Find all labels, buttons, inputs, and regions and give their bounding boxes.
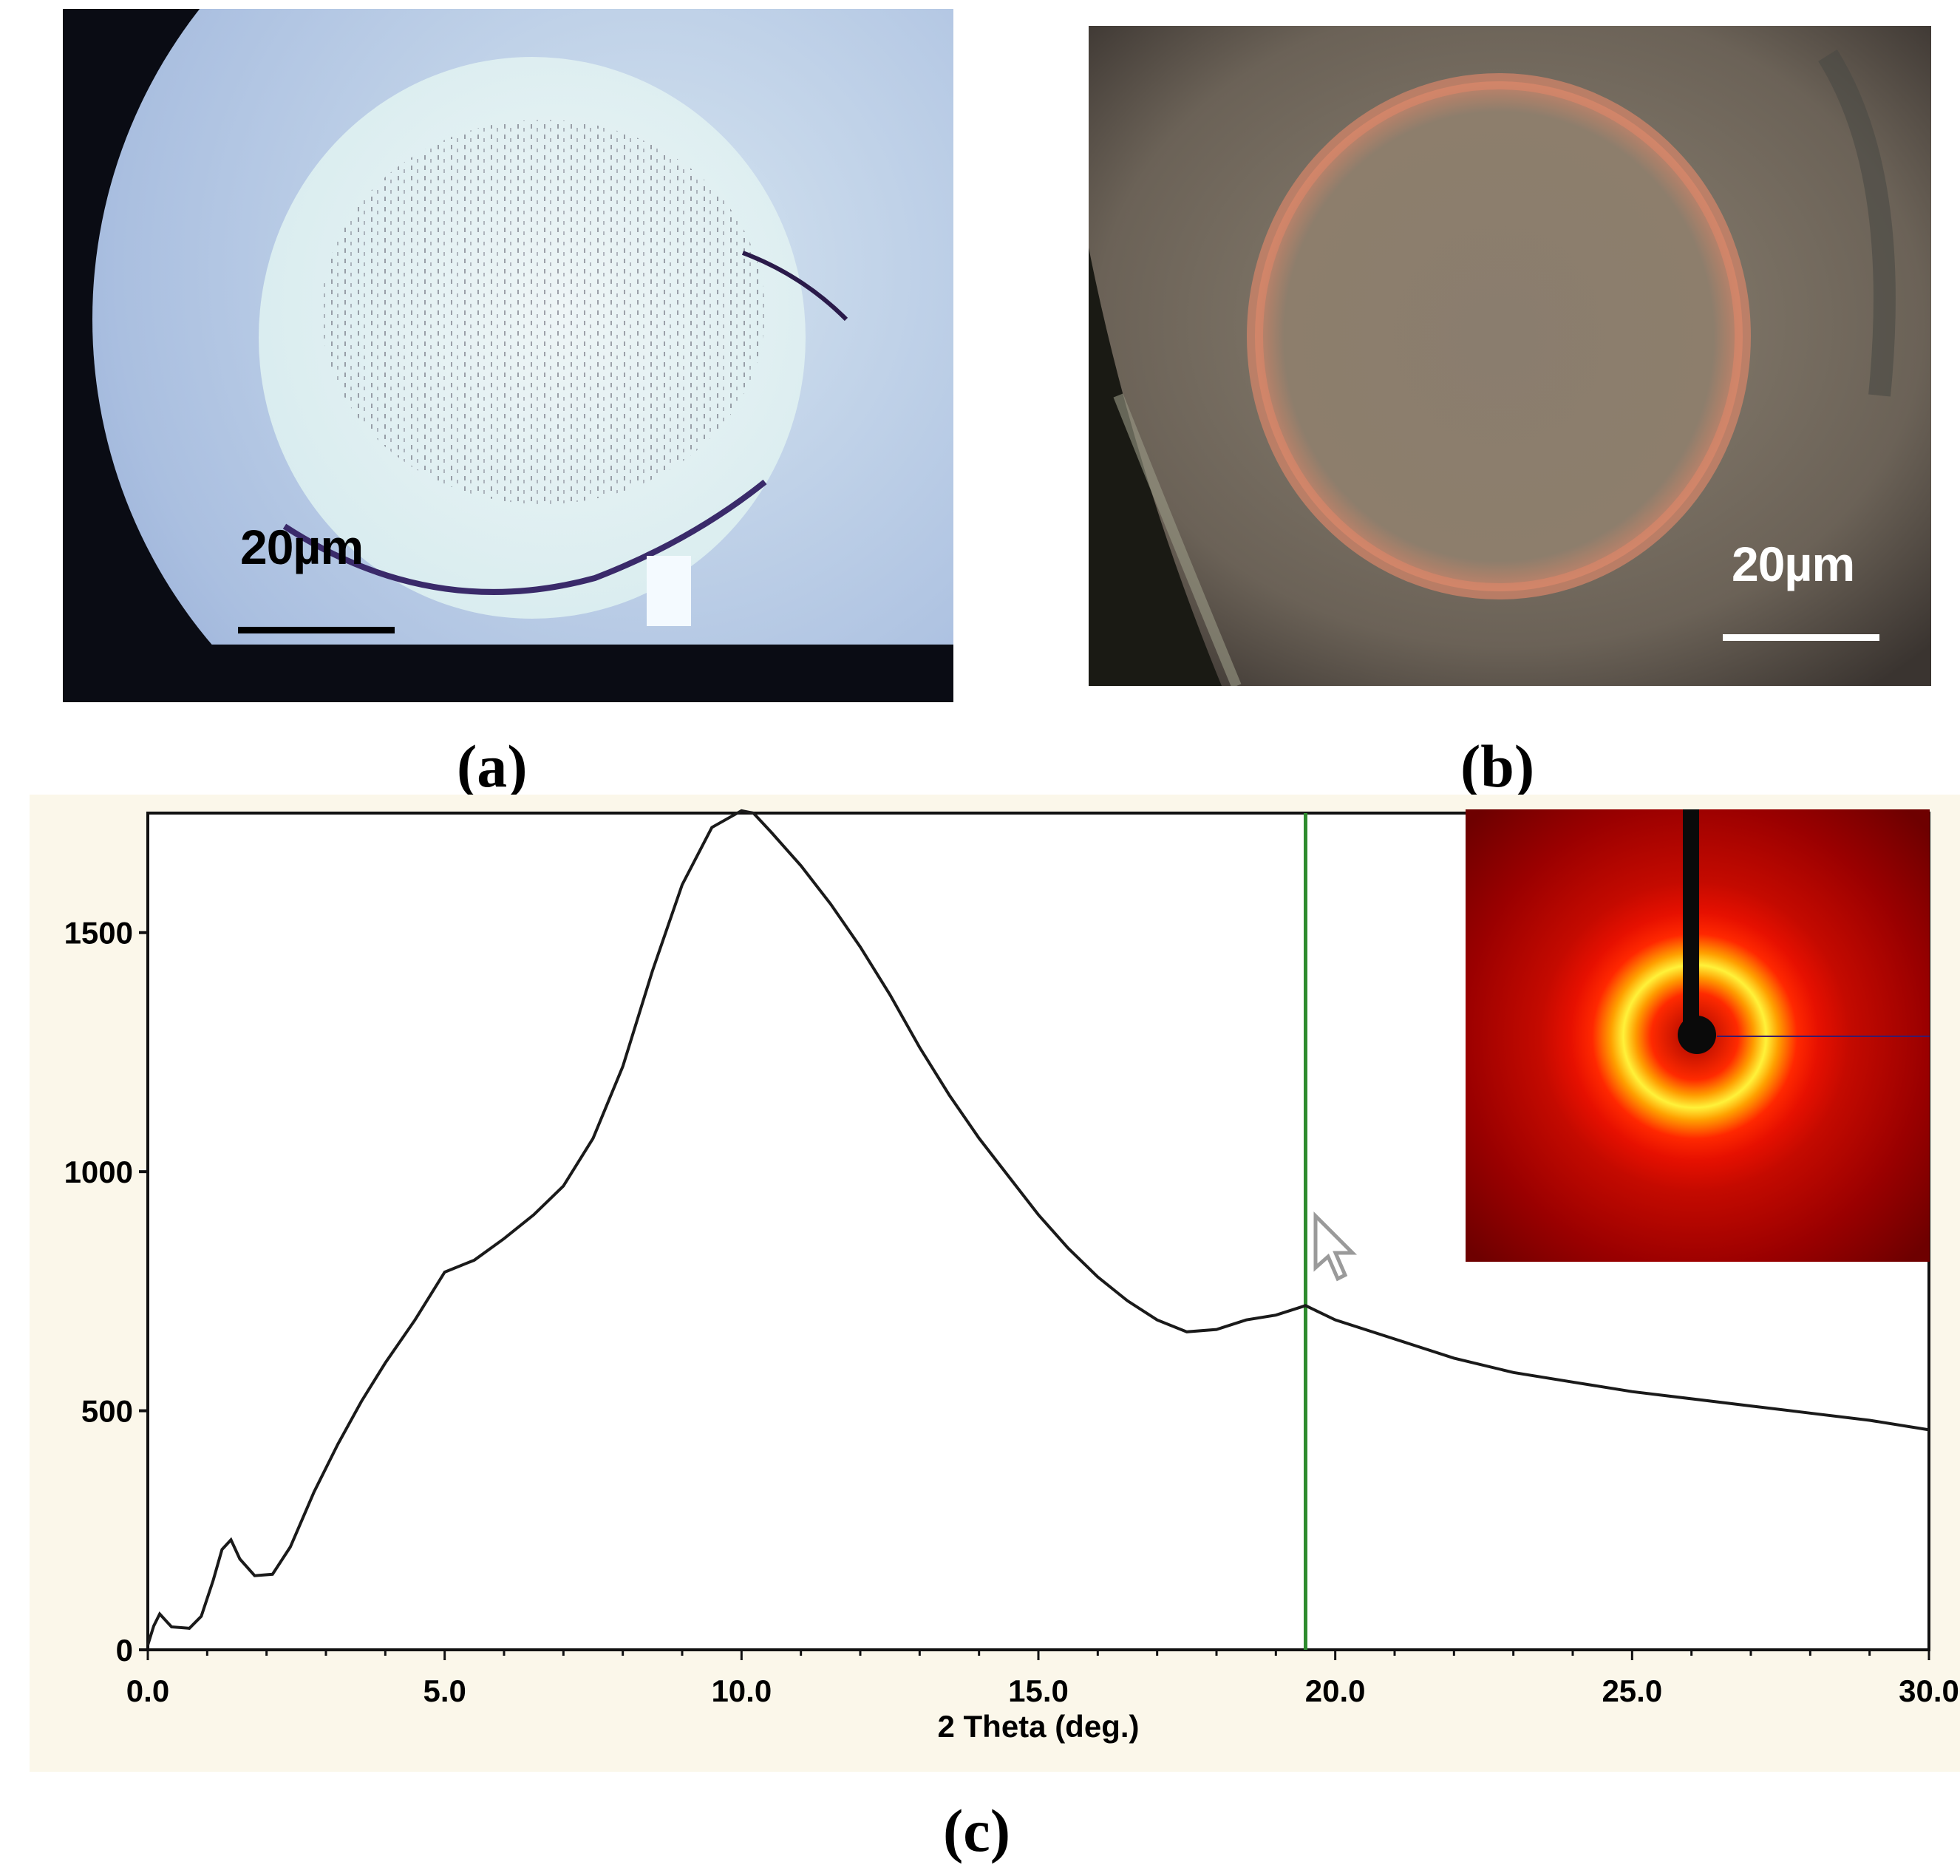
panel-label-c: (c) xyxy=(943,1797,1011,1864)
scale-bar-b xyxy=(1723,634,1879,641)
micrograph-a-image xyxy=(63,9,953,702)
diffraction-pattern-inset xyxy=(1466,809,1930,1262)
y-tick-label: 500 xyxy=(81,1394,133,1429)
x-tick-label: 15.0 xyxy=(1008,1673,1069,1708)
series-line xyxy=(146,809,1930,1646)
y-tick-label: 0 xyxy=(116,1633,133,1668)
panel-label-b: (b) xyxy=(1460,733,1535,800)
micrograph-a: 20µm xyxy=(63,9,953,702)
y-axis-ticks: 0 500 1000 1500 xyxy=(64,916,148,1668)
x-tick-label: 10.0 xyxy=(711,1673,772,1708)
y-tick-label: 1500 xyxy=(64,916,133,951)
x-tick-label: 30.0 xyxy=(1899,1673,1959,1708)
x-axis-label: 2 Theta (deg.) xyxy=(937,1709,1139,1744)
xrd-chart: 0 500 1000 1500 0.0 5.0 10.0 15.0 20.0 25.0 30.0 … xyxy=(30,795,1960,1772)
diffraction-pattern-image xyxy=(1466,809,1930,1262)
micrograph-b-image xyxy=(1089,26,1931,686)
panel-label-a: (a) xyxy=(457,733,528,800)
x-axis-ticks: 0.0 5.0 10.0 15.0 20.0 25.0 30.0 xyxy=(126,1650,1959,1708)
scale-bar-label-b: 20µm xyxy=(1732,537,1855,591)
micrograph-b: 20µm xyxy=(1089,26,1931,686)
x-tick-label: 25.0 xyxy=(1602,1673,1662,1708)
y-tick-label: 1000 xyxy=(64,1155,133,1189)
x-tick-label: 20.0 xyxy=(1305,1673,1366,1708)
x-tick-label: 0.0 xyxy=(126,1673,169,1708)
x-tick-label: 5.0 xyxy=(423,1673,466,1708)
scale-bar-label-a: 20µm xyxy=(240,520,364,574)
mouse-pointer-icon xyxy=(1313,1211,1358,1282)
scale-bar-a xyxy=(238,627,395,633)
